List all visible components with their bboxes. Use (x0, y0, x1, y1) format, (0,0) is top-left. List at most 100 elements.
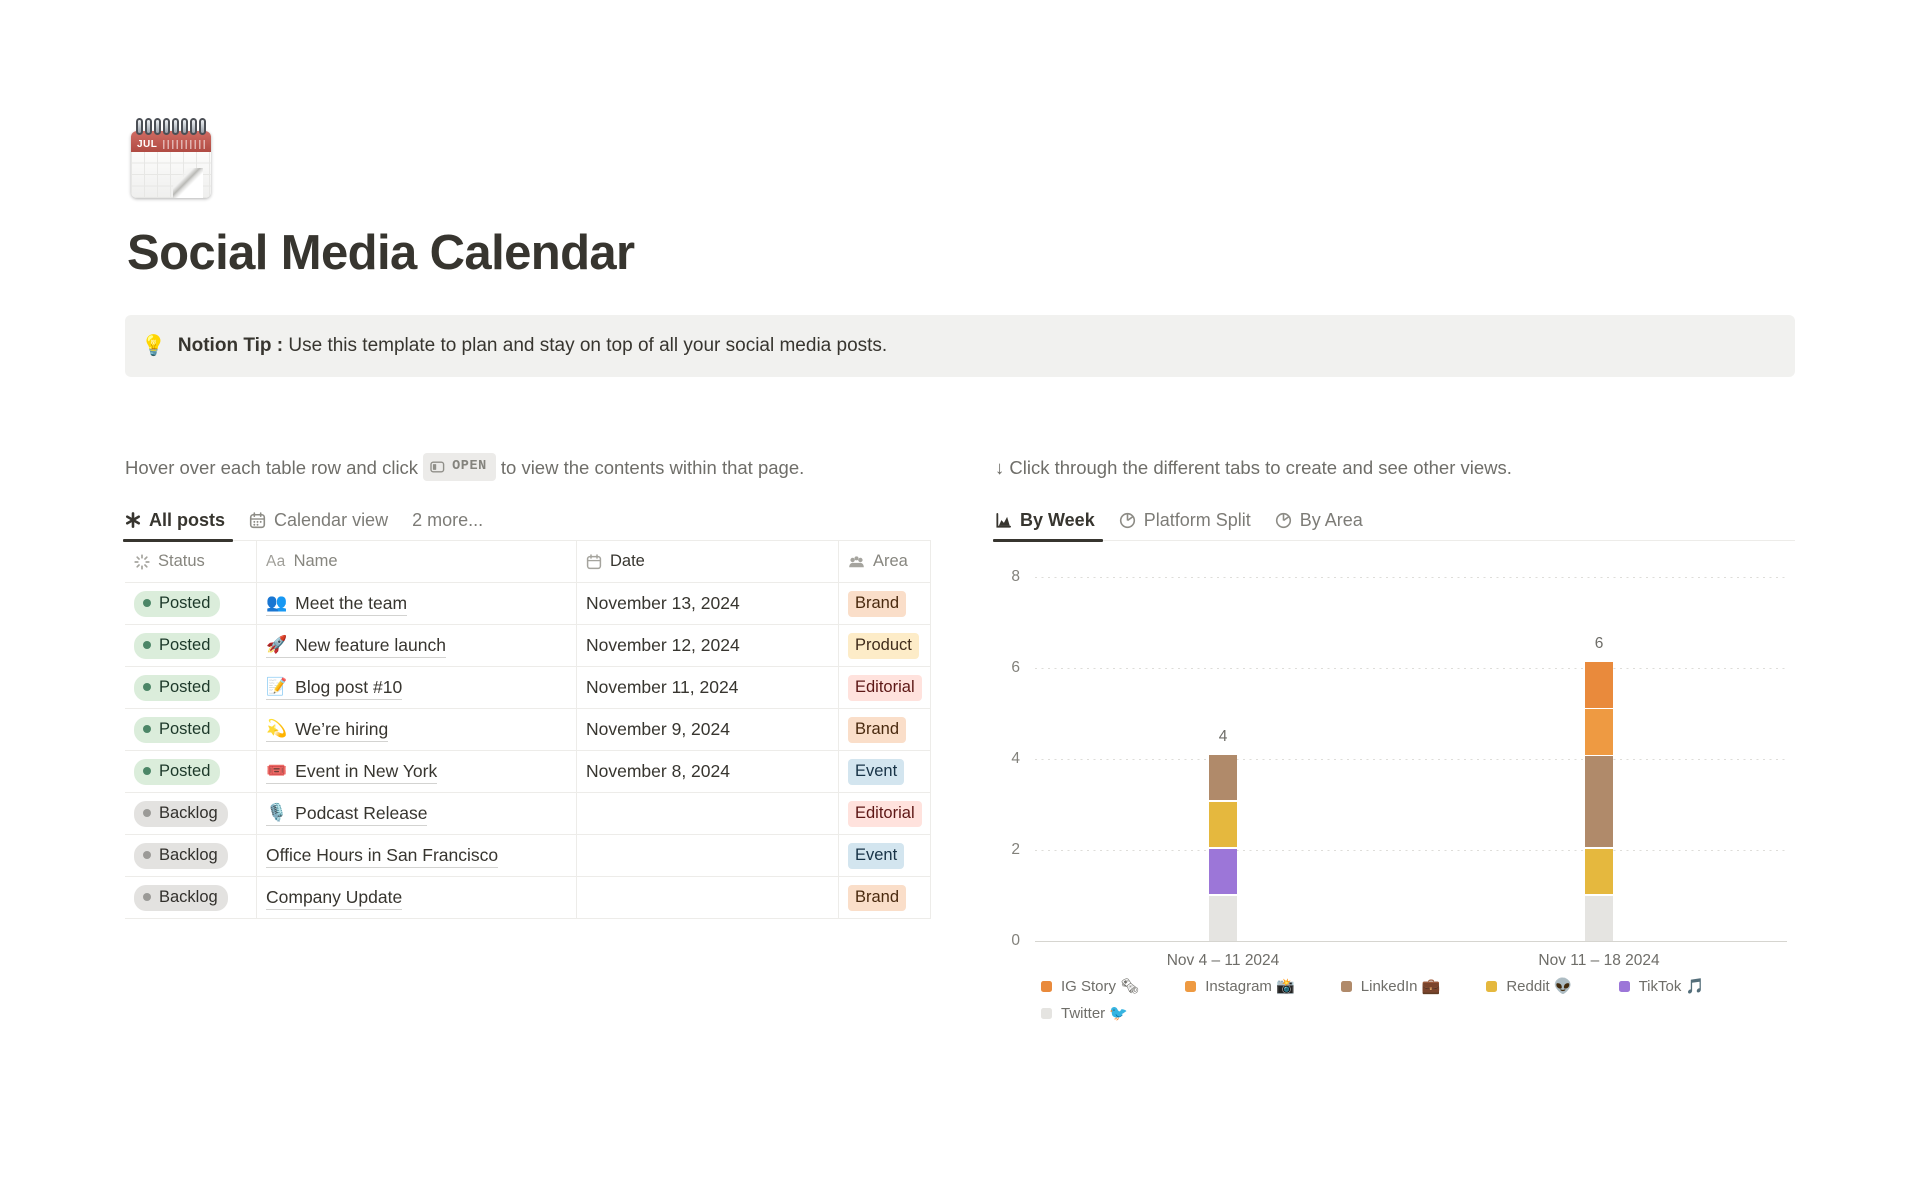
cell-area: Editorial (839, 667, 931, 709)
status-dot-icon (143, 809, 151, 818)
status-dot-icon (143, 599, 151, 608)
page-link[interactable]: 🎙️ Podcast Release (266, 802, 428, 827)
right-column: ↓ Click through the different tabs to cr… (993, 453, 1795, 1022)
bar-value-label: 4 (1218, 727, 1228, 745)
status-badge[interactable]: Posted (134, 633, 221, 659)
legend-swatch-icon (1185, 980, 1197, 992)
table-row: Backlog Company Update Brand (125, 877, 931, 920)
legend-item-ig-story[interactable]: IG Story 🗞 (1041, 977, 1139, 995)
table-row: Backlog Office Hours in San Francisco Even… (125, 835, 931, 878)
page-emoji-icon: 💫 (266, 719, 288, 739)
gridline (1035, 667, 1787, 670)
gridline (1035, 940, 1787, 943)
area-tag[interactable]: Editorial (848, 675, 922, 701)
column-header-status[interactable]: Status (125, 541, 257, 583)
area-tag[interactable]: Event (848, 759, 905, 785)
status-badge[interactable]: Posted (134, 717, 221, 743)
tab-by-week[interactable]: By Week (993, 500, 1103, 542)
cell-area: Editorial (839, 793, 931, 835)
page-link[interactable]: 💫 We’re hiring (266, 718, 389, 743)
status-badge[interactable]: Backlog (134, 801, 228, 827)
cell-date[interactable]: November 8, 2024 (577, 751, 839, 793)
status-badge[interactable]: Backlog (134, 885, 228, 911)
area-tag[interactable]: Editorial (848, 801, 922, 827)
status-badge[interactable]: Posted (134, 675, 221, 701)
tab-all-posts[interactable]: All posts (122, 500, 234, 542)
area-tag[interactable]: Event (848, 843, 905, 869)
cell-name: 💫 We’re hiring (257, 709, 577, 751)
open-button: OPEN (423, 453, 496, 482)
page-title: Social Media Calendar (127, 226, 635, 280)
status-badge[interactable]: Posted (134, 591, 221, 617)
area-tag[interactable]: Brand (848, 885, 907, 911)
cell-status: Posted (125, 751, 257, 793)
cell-date[interactable]: November 12, 2024 (577, 625, 839, 667)
column-header-area[interactable]: Area (839, 541, 931, 583)
cell-status: Posted (125, 709, 257, 751)
cell-name: 🚀 New feature launch (257, 625, 577, 667)
cell-area: Event (839, 751, 931, 793)
y-axis-tick: 4 (1011, 750, 1020, 768)
page-link[interactable]: Office Hours in San Francisco (266, 844, 499, 869)
bar-segment-linkedin[interactable] (1585, 756, 1613, 848)
cell-date[interactable]: November 13, 2024 (577, 583, 839, 625)
bar-segment-reddit[interactable] (1209, 801, 1237, 848)
legend-item-reddit[interactable]: Reddit 👽 (1486, 977, 1573, 995)
column-header-date[interactable]: Date (577, 541, 839, 583)
legend-swatch-icon (1340, 980, 1352, 992)
status-spinner-icon (134, 554, 150, 570)
legend-item-tiktok[interactable]: TikTok 🎵 (1618, 977, 1704, 995)
people-icon (849, 556, 864, 568)
cell-date[interactable]: November 9, 2024 (577, 709, 839, 751)
status-dot-icon (143, 767, 151, 776)
bar-segment-twitter[interactable] (1585, 895, 1613, 942)
legend-item-linkedin[interactable]: LinkedIn 💼 (1340, 977, 1440, 995)
page-link[interactable]: 📝 Blog post #10 (266, 676, 403, 701)
bar-segment-tiktok[interactable] (1209, 848, 1237, 895)
calendar-month-label: JUL (137, 139, 158, 150)
status-badge[interactable]: Backlog (134, 843, 228, 869)
stacked-bar (1209, 577, 1237, 942)
column-header-name[interactable]: Aa Name (257, 541, 577, 583)
bar-segment-reddit[interactable] (1585, 848, 1613, 895)
area-tag[interactable]: Brand (848, 717, 907, 743)
legend-swatch-icon (1486, 980, 1498, 992)
cell-date[interactable] (577, 877, 839, 919)
table-row: Posted 📝 Blog post #10 November 11, 2024 Edi… (125, 667, 931, 710)
calendar-page-fold (173, 168, 203, 198)
status-dot-icon (143, 893, 151, 902)
cell-area: Event (839, 835, 931, 877)
area-tag[interactable]: Product (848, 633, 919, 659)
bar-segment-ig-story[interactable] (1585, 662, 1613, 708)
chart-legend: IG Story 🗞 Instagram 📸 LinkedIn 💼 Reddit 👽 T… (995, 977, 1795, 1022)
y-axis-tick: 6 (1011, 659, 1020, 677)
cell-date[interactable] (577, 793, 839, 835)
cell-date[interactable] (577, 835, 839, 877)
legend-item-twitter[interactable]: Twitter 🐦 (1041, 1004, 1128, 1022)
area-tag[interactable]: Brand (848, 591, 907, 617)
stacked-bar (1585, 577, 1613, 942)
legend-swatch-icon (1041, 980, 1052, 992)
y-axis-tick: 0 (1011, 932, 1020, 950)
page-link[interactable]: 🚀 New feature launch (266, 634, 446, 659)
tab-platform-split[interactable]: Platform Split (1119, 500, 1251, 540)
left-view-tabs: All posts Calendar view 2 more... (122, 500, 931, 542)
page-link[interactable]: Company Update (266, 886, 403, 911)
bar-segment-twitter[interactable] (1209, 895, 1237, 942)
page-link[interactable]: 👥 Meet the team (266, 592, 408, 617)
page-link[interactable]: 🎟️ Event in New York (266, 760, 438, 785)
cell-name: 🎟️ Event in New York (257, 751, 577, 793)
side-peek-icon (430, 461, 445, 473)
posts-table: Status Aa Name Date Area Posted 👥 Meet the team… (125, 541, 931, 920)
legend-item-instagram[interactable]: Instagram 📸 (1185, 977, 1295, 995)
calendar-body-icon: JUL (131, 131, 211, 198)
bar-segment-instagram[interactable] (1585, 709, 1613, 755)
bar-segment-linkedin[interactable] (1209, 754, 1237, 801)
page-icon-spiral-calendar[interactable]: JUL (131, 118, 211, 198)
calendar-icon (586, 554, 602, 570)
tab-more-views[interactable]: 2 more... (412, 509, 484, 530)
tab-by-area[interactable]: By Area (1275, 500, 1363, 540)
cell-date[interactable]: November 11, 2024 (577, 667, 839, 709)
status-badge[interactable]: Posted (134, 759, 221, 785)
tab-calendar-view[interactable]: Calendar view (249, 500, 388, 540)
